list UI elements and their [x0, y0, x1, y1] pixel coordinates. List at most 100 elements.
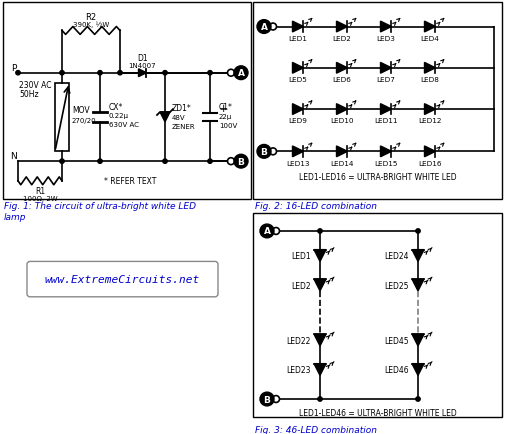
Circle shape [269, 148, 276, 155]
Circle shape [97, 160, 102, 164]
Polygon shape [411, 279, 423, 291]
Polygon shape [380, 105, 391, 115]
Text: LED46: LED46 [384, 365, 408, 374]
Circle shape [16, 71, 20, 76]
Polygon shape [292, 147, 303, 158]
Circle shape [257, 145, 271, 159]
Text: LED4: LED4 [420, 36, 438, 42]
Text: LED3: LED3 [376, 36, 394, 42]
Polygon shape [336, 105, 347, 115]
Text: 270/20: 270/20 [72, 118, 96, 124]
Text: ZD1*: ZD1* [172, 104, 191, 113]
Text: LED5: LED5 [288, 77, 307, 83]
Text: 100Ω, 2W: 100Ω, 2W [23, 195, 57, 201]
Text: B: B [260, 148, 267, 157]
Circle shape [233, 155, 247, 169]
Text: Fig. 2: 16-LED combination: Fig. 2: 16-LED combination [255, 202, 376, 211]
Polygon shape [424, 22, 435, 33]
Polygon shape [160, 113, 170, 122]
Text: MOV: MOV [72, 106, 89, 115]
Polygon shape [314, 250, 325, 262]
Polygon shape [411, 250, 423, 262]
Text: Fig. 1: The circuit of ultra-bright white LED
lamp: Fig. 1: The circuit of ultra-bright whit… [4, 202, 195, 221]
Polygon shape [424, 63, 435, 74]
Text: 100V: 100V [219, 122, 237, 128]
Text: 50Hz: 50Hz [19, 90, 38, 99]
Text: LED2: LED2 [291, 281, 311, 290]
Text: D1: D1 [137, 54, 147, 63]
Text: ZENER: ZENER [172, 123, 195, 129]
Text: 22µ: 22µ [219, 114, 232, 120]
Polygon shape [424, 105, 435, 115]
Circle shape [97, 71, 102, 76]
Text: CX*: CX* [109, 103, 123, 112]
Text: B: B [237, 157, 244, 166]
Text: A: A [263, 227, 270, 236]
Text: LED11: LED11 [374, 118, 397, 124]
Polygon shape [424, 147, 435, 158]
Circle shape [227, 70, 234, 77]
Text: LED12: LED12 [418, 118, 441, 124]
Circle shape [415, 397, 419, 401]
Text: LED24: LED24 [384, 251, 408, 260]
Text: Fig. 3: 46-LED combination: Fig. 3: 46-LED combination [255, 424, 376, 434]
Text: LED25: LED25 [384, 281, 408, 290]
Text: R1: R1 [35, 186, 45, 195]
Text: C1*: C1* [219, 103, 232, 112]
Circle shape [163, 71, 167, 76]
Polygon shape [292, 63, 303, 74]
Polygon shape [336, 22, 347, 33]
Polygon shape [380, 22, 391, 33]
Text: 630V AC: 630V AC [109, 122, 138, 128]
Text: LED13: LED13 [286, 160, 309, 166]
Text: LED16: LED16 [418, 160, 441, 166]
Circle shape [272, 228, 279, 235]
Text: 390K, ½W: 390K, ½W [73, 21, 109, 27]
Text: 230V AC: 230V AC [19, 81, 52, 90]
Circle shape [269, 24, 276, 31]
Text: R2: R2 [85, 13, 96, 22]
Polygon shape [314, 364, 325, 375]
Text: LED14: LED14 [330, 160, 353, 166]
Polygon shape [411, 334, 423, 346]
Text: LED9: LED9 [288, 118, 307, 124]
Circle shape [208, 71, 212, 76]
Circle shape [260, 392, 274, 406]
Text: LED2: LED2 [332, 36, 351, 42]
Circle shape [317, 397, 322, 401]
Polygon shape [314, 334, 325, 346]
Circle shape [272, 396, 279, 402]
Circle shape [317, 229, 322, 233]
Circle shape [260, 224, 274, 238]
Text: A: A [237, 69, 244, 78]
Circle shape [118, 71, 122, 76]
Text: A: A [260, 23, 267, 32]
Text: * REFER TEXT: * REFER TEXT [104, 176, 156, 185]
Text: LED7: LED7 [376, 77, 394, 83]
Polygon shape [292, 22, 303, 33]
Text: LED1: LED1 [288, 36, 307, 42]
Polygon shape [380, 147, 391, 158]
Text: 1N4007: 1N4007 [128, 62, 156, 69]
Text: P: P [12, 64, 17, 72]
Text: +: + [219, 104, 228, 114]
Text: LED15: LED15 [374, 160, 397, 166]
Text: 0.22µ: 0.22µ [109, 113, 129, 118]
Circle shape [60, 160, 64, 164]
Bar [252, 214, 501, 417]
Polygon shape [314, 279, 325, 291]
Bar [3, 3, 250, 199]
Circle shape [415, 229, 419, 233]
Circle shape [233, 67, 247, 80]
Text: B: B [263, 395, 270, 404]
Text: LED1: LED1 [291, 251, 311, 260]
Text: LED1-LED16 = ULTRA-BRIGHT WHITE LED: LED1-LED16 = ULTRA-BRIGHT WHITE LED [298, 172, 456, 181]
Text: LED45: LED45 [384, 336, 408, 345]
Circle shape [227, 158, 234, 165]
Polygon shape [380, 63, 391, 74]
Polygon shape [292, 105, 303, 115]
Circle shape [163, 160, 167, 164]
Polygon shape [336, 147, 347, 158]
Polygon shape [336, 63, 347, 74]
Polygon shape [138, 69, 146, 77]
